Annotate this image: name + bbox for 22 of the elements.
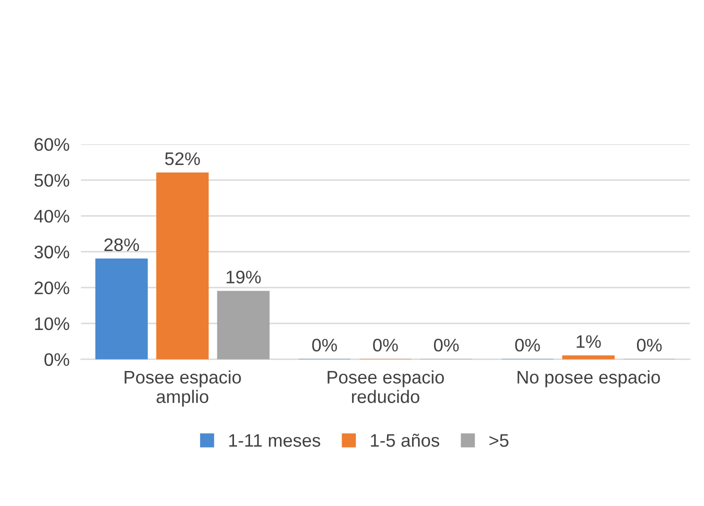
x-tick-label: Posee espacio reducido bbox=[328, 370, 444, 404]
x-tick-label: No posee espacio bbox=[518, 370, 660, 388]
y-tick-label: 50% bbox=[34, 174, 70, 187]
y-tick-label: 0% bbox=[44, 353, 70, 366]
y-tick-label: 30% bbox=[34, 246, 70, 258]
data-label: 0% bbox=[636, 338, 662, 352]
data-label: 0% bbox=[434, 338, 459, 352]
data-label: 1% bbox=[576, 335, 601, 348]
data-label: 0% bbox=[373, 338, 398, 352]
y-tick-label: 40% bbox=[34, 210, 70, 223]
y-tick-label: 20% bbox=[34, 282, 70, 294]
data-label: 52% bbox=[165, 152, 200, 166]
y-tick-label: 10% bbox=[35, 317, 70, 330]
legend-label: >5 bbox=[490, 434, 508, 447]
y-tick-label: 60% bbox=[34, 138, 70, 151]
data-label: 0% bbox=[515, 338, 540, 352]
data-label: 19% bbox=[226, 270, 261, 284]
data-label: 0% bbox=[312, 338, 337, 352]
data-label: 28% bbox=[104, 238, 139, 252]
legend-label: 1-5 años bbox=[370, 434, 440, 447]
x-tick-label: Posee espacio amplio bbox=[124, 370, 241, 407]
legend-label: 1-11 meses bbox=[229, 434, 320, 447]
